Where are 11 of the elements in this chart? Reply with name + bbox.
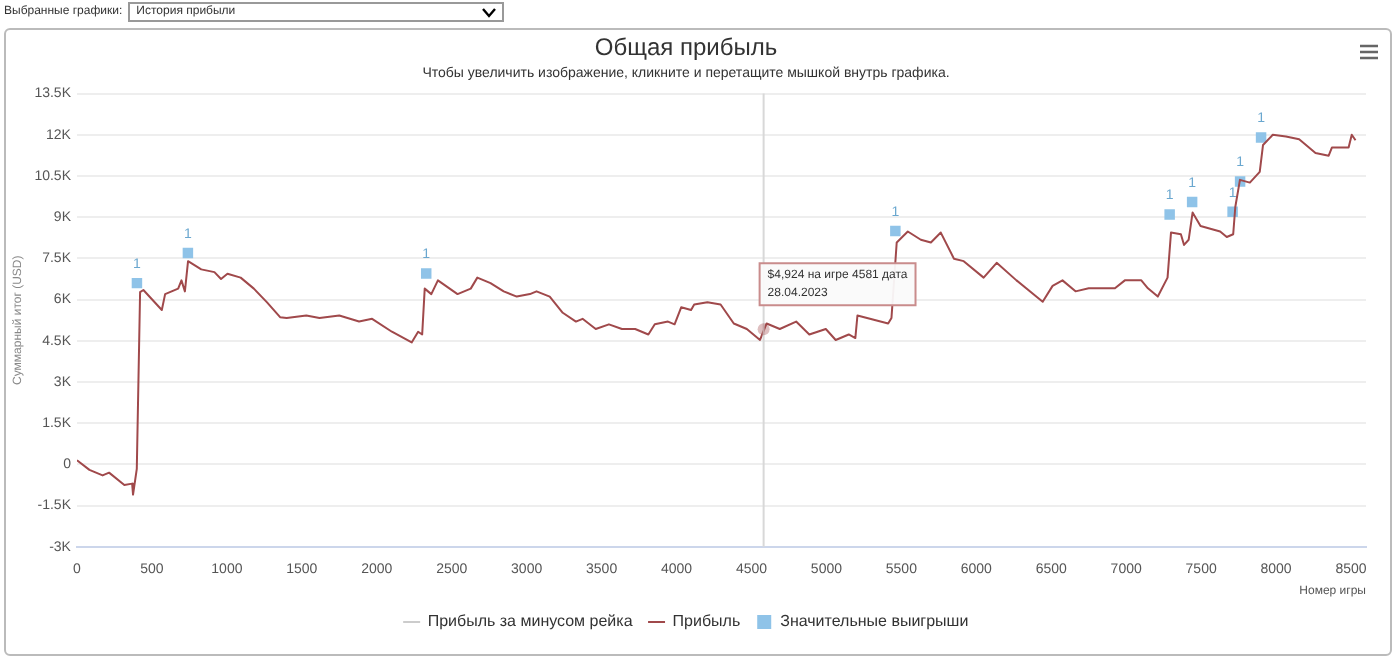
legend-label: Прибыль — [672, 612, 741, 631]
point — [131, 277, 143, 289]
point — [182, 247, 194, 259]
legend-label: Прибыль за минусом рейка — [427, 612, 634, 631]
chart-title: Общая прибыль — [594, 33, 778, 62]
point — [420, 268, 432, 279]
point — [890, 225, 901, 237]
legend-label: Значительные выигрыши — [780, 612, 969, 631]
point — [1164, 209, 1175, 220]
point — [1186, 196, 1198, 208]
point — [1255, 132, 1267, 143]
